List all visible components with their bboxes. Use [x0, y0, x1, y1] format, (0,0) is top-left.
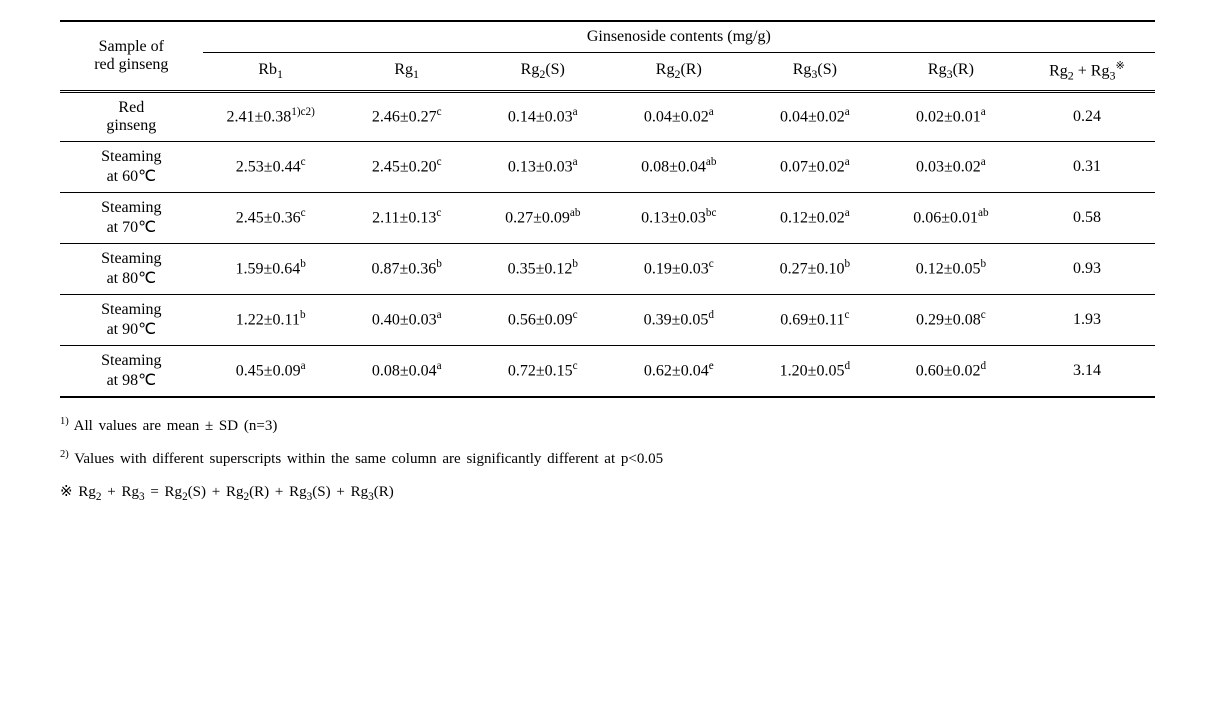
cell-rg2s: 0.56±0.09c — [475, 294, 611, 345]
table-row: Steamingat 70℃2.45±0.36c2.11±0.13c0.27±0… — [60, 192, 1155, 243]
cell-rg3r: 0.60±0.02d — [883, 345, 1019, 397]
cell-sample: Steamingat 80℃ — [60, 243, 203, 294]
cell-rb1: 0.45±0.09a — [203, 345, 339, 397]
table-row: Steamingat 80℃1.59±0.64b0.87±0.36b0.35±0… — [60, 243, 1155, 294]
cell-sum: 1.93 — [1019, 294, 1155, 345]
table-row: Steamingat 90℃1.22±0.11b0.40±0.03a0.56±0… — [60, 294, 1155, 345]
table-row: Steamingat 98℃0.45±0.09a0.08±0.04a0.72±0… — [60, 345, 1155, 397]
cell-sample: Steamingat 98℃ — [60, 345, 203, 397]
cell-rg3s: 0.69±0.11c — [747, 294, 883, 345]
cell-sum: 0.93 — [1019, 243, 1155, 294]
cell-rg1: 2.11±0.13c — [339, 192, 475, 243]
cell-rg3r: 0.02±0.01a — [883, 91, 1019, 141]
cell-rg1: 0.40±0.03a — [339, 294, 475, 345]
cell-sum: 0.24 — [1019, 91, 1155, 141]
table-row: Redginseng2.41±0.381)c2)2.46±0.27c0.14±0… — [60, 91, 1155, 141]
cell-sum: 0.31 — [1019, 141, 1155, 192]
cell-rg2r: 0.39±0.05d — [611, 294, 747, 345]
cell-rb1: 2.45±0.36c — [203, 192, 339, 243]
col-rg3s: Rg3(S) — [747, 53, 883, 92]
col-rg1: Rg1 — [339, 53, 475, 92]
cell-rb1: 1.59±0.64b — [203, 243, 339, 294]
table-row: Steamingat 60℃2.53±0.44c2.45±0.20c0.13±0… — [60, 141, 1155, 192]
header-group: Ginsenoside contents (mg/g) — [203, 21, 1155, 53]
footnote-2: 2) Values with different superscripts wi… — [60, 449, 1155, 468]
cell-rg1: 0.87±0.36b — [339, 243, 475, 294]
cell-rg2s: 0.27±0.09ab — [475, 192, 611, 243]
col-rg2s: Rg2(S) — [475, 53, 611, 92]
header-sample: Sample of red ginseng — [60, 21, 203, 91]
cell-sample: Steamingat 60℃ — [60, 141, 203, 192]
cell-rb1: 2.53±0.44c — [203, 141, 339, 192]
cell-rg3s: 0.07±0.02a — [747, 141, 883, 192]
footnote-3: ※ Rg2 + Rg3 = Rg2(S) + Rg2(R) + Rg3(S) +… — [60, 482, 1155, 503]
cell-rg1: 0.08±0.04a — [339, 345, 475, 397]
cell-rg1: 2.46±0.27c — [339, 91, 475, 141]
cell-rb1: 1.22±0.11b — [203, 294, 339, 345]
cell-rg3s: 0.27±0.10b — [747, 243, 883, 294]
ginsenoside-table: Sample of red ginseng Ginsenoside conten… — [60, 20, 1155, 398]
cell-rg3r: 0.29±0.08c — [883, 294, 1019, 345]
cell-rb1: 2.41±0.381)c2) — [203, 91, 339, 141]
cell-sum: 3.14 — [1019, 345, 1155, 397]
cell-rg2r: 0.19±0.03c — [611, 243, 747, 294]
cell-rg2s: 0.72±0.15c — [475, 345, 611, 397]
cell-rg1: 2.45±0.20c — [339, 141, 475, 192]
col-rg2r: Rg2(R) — [611, 53, 747, 92]
cell-rg3s: 0.12±0.02a — [747, 192, 883, 243]
col-rg3r: Rg3(R) — [883, 53, 1019, 92]
cell-sample: Steamingat 70℃ — [60, 192, 203, 243]
header-sample-line2: red ginseng — [94, 56, 168, 73]
cell-rg3r: 0.06±0.01ab — [883, 192, 1019, 243]
cell-rg2s: 0.35±0.12b — [475, 243, 611, 294]
cell-sum: 0.58 — [1019, 192, 1155, 243]
header-sample-line1: Sample of — [99, 38, 164, 55]
col-rb1: Rb1 — [203, 53, 339, 92]
cell-rg3s: 0.04±0.02a — [747, 91, 883, 141]
footnote-1: 1) All values are mean ± SD (n=3) — [60, 416, 1155, 435]
cell-rg3r: 0.12±0.05b — [883, 243, 1019, 294]
cell-sample: Steamingat 90℃ — [60, 294, 203, 345]
cell-rg2r: 0.04±0.02a — [611, 91, 747, 141]
col-rg2-plus-rg3: Rg2 + Rg3※ — [1019, 53, 1155, 92]
footnotes: 1) All values are mean ± SD (n=3) 2) Val… — [60, 416, 1155, 503]
cell-sample: Redginseng — [60, 91, 203, 141]
cell-rg2s: 0.13±0.03a — [475, 141, 611, 192]
cell-rg2r: 0.13±0.03bc — [611, 192, 747, 243]
cell-rg3r: 0.03±0.02a — [883, 141, 1019, 192]
cell-rg2r: 0.62±0.04e — [611, 345, 747, 397]
cell-rg3s: 1.20±0.05d — [747, 345, 883, 397]
cell-rg2s: 0.14±0.03a — [475, 91, 611, 141]
cell-rg2r: 0.08±0.04ab — [611, 141, 747, 192]
